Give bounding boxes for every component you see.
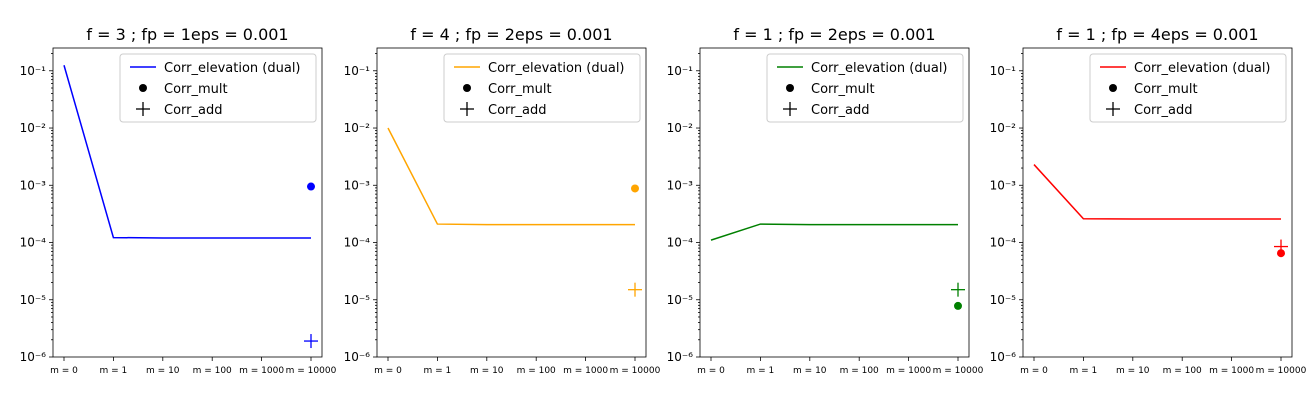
y-tick-label: 10⁻³	[344, 178, 371, 192]
y-tick-label: 10⁻⁴	[667, 236, 694, 250]
x-tick-label: m = 1000	[239, 366, 284, 376]
legend: Corr_elevation (dual) Corr_mult Corr_add	[766, 53, 964, 123]
x-tick-label: m = 100	[840, 366, 879, 376]
x-tick-label: m = 1	[1070, 366, 1098, 376]
y-tick-label: 10⁻³	[667, 178, 694, 192]
legend-label: Corr_elevation (dual)	[164, 61, 301, 76]
y-tick-label: 10⁻⁴	[344, 236, 371, 250]
series-line-corr-elevation	[387, 127, 635, 226]
y-tick-label: 10⁻²	[667, 121, 694, 135]
y-tick-label: 10⁻⁵	[990, 293, 1017, 307]
legend-label: Corr_add	[1134, 103, 1192, 118]
y-tick-label: 10⁻⁶	[20, 350, 47, 364]
legend: Corr_elevation (dual) Corr_mult Corr_add	[119, 53, 317, 123]
legend-label: Corr_elevation (dual)	[1134, 61, 1271, 76]
legend-box	[766, 53, 964, 123]
legend-swatch-dot	[1109, 84, 1117, 92]
legend-label: Corr_add	[488, 103, 546, 118]
legend-label: Corr_mult	[164, 82, 228, 97]
chart-panel-3: f = 1 ; fp = 2eps = 0.001 10⁻⁶ 10⁻⁵ 10⁻⁴ 10⁻…	[667, 25, 984, 376]
point-corr-mult	[631, 184, 639, 193]
legend-label: Corr_add	[811, 103, 869, 118]
x-tick-label: m = 1000	[886, 366, 931, 376]
y-tick-label: 10⁻⁶	[344, 350, 371, 364]
y-tick-label: 10⁻⁶	[990, 350, 1017, 364]
chart-title: f = 1 ; fp = 4eps = 0.001	[1056, 25, 1258, 44]
x-tick-label: m = 1	[100, 366, 128, 376]
y-tick-label: 10⁻⁵	[344, 293, 371, 307]
point-corr-mult	[954, 301, 962, 310]
x-tick-label: m = 100	[1163, 366, 1202, 376]
point-corr-mult	[307, 182, 315, 191]
x-tick-label: m = 10000	[610, 366, 661, 376]
y-tick-label: 10⁻²	[990, 121, 1017, 135]
chart-panel-4: f = 1 ; fp = 4eps = 0.001 10⁻⁶ 10⁻⁵ 10⁻⁴ 10⁻…	[990, 25, 1307, 376]
legend-label: Corr_elevation (dual)	[811, 61, 948, 76]
x-tick-label: m = 1000	[563, 366, 608, 376]
chart-panel-2: f = 4 ; fp = 2eps = 0.001 10⁻⁶ 10⁻⁵ 10⁻⁴ 10⁻…	[344, 25, 661, 376]
y-tick-label: 10⁻¹	[667, 64, 694, 78]
y-tick-label: 10⁻¹	[344, 64, 371, 78]
series-line-corr-elevation	[63, 65, 311, 239]
x-tick-label: m = 0	[374, 366, 402, 376]
x-tick-label: m = 1	[424, 366, 452, 376]
x-tick-label: m = 10000	[1256, 366, 1307, 376]
legend-label: Corr_mult	[1134, 82, 1198, 97]
x-tick-label: m = 1000	[1209, 366, 1254, 376]
x-tick-label: m = 10	[470, 366, 504, 376]
point-corr-add	[951, 282, 965, 297]
series-line-corr-elevation	[1033, 164, 1281, 220]
legend-box	[1089, 53, 1287, 123]
legend: Corr_elevation (dual) Corr_mult Corr_add	[1089, 53, 1287, 123]
point-corr-add	[304, 334, 318, 349]
chart-title: f = 4 ; fp = 2eps = 0.001	[410, 25, 612, 44]
legend-label: Corr_mult	[488, 82, 552, 97]
x-tick-label: m = 0	[697, 366, 725, 376]
y-tick-label: 10⁻⁴	[20, 236, 47, 250]
y-tick-label: 10⁻⁴	[990, 236, 1017, 250]
x-tick-label: m = 1	[747, 366, 775, 376]
x-tick-label: m = 10	[146, 366, 180, 376]
chart-title: f = 3 ; fp = 1eps = 0.001	[86, 25, 288, 44]
chart-panel-1: f = 3 ; fp = 1eps = 0.001 10⁻⁶ 10⁻⁵ 10⁻⁴ 10⁻…	[20, 25, 337, 376]
x-tick-label: m = 10000	[933, 366, 984, 376]
x-tick-label: m = 10	[1116, 366, 1150, 376]
legend-swatch-dot	[786, 84, 794, 92]
legend-label: Corr_mult	[811, 82, 875, 97]
y-tick-label: 10⁻¹	[990, 64, 1017, 78]
x-tick-label: m = 100	[517, 366, 556, 376]
legend-swatch-dot	[139, 84, 147, 92]
point-corr-add	[1274, 239, 1288, 254]
x-tick-label: m = 10	[793, 366, 827, 376]
y-tick-label: 10⁻¹	[20, 64, 47, 78]
point-corr-add	[628, 282, 642, 297]
chart-title: f = 1 ; fp = 2eps = 0.001	[733, 25, 935, 44]
y-tick-label: 10⁻²	[20, 121, 47, 135]
y-tick-label: 10⁻⁶	[667, 350, 694, 364]
y-tick-label: 10⁻³	[990, 178, 1017, 192]
y-tick-label: 10⁻²	[344, 121, 371, 135]
legend-swatch-dot	[463, 84, 471, 92]
y-tick-label: 10⁻⁵	[20, 293, 47, 307]
y-tick-label: 10⁻⁵	[667, 293, 694, 307]
series-line-corr-elevation	[710, 223, 958, 241]
legend-label: Corr_elevation (dual)	[488, 61, 625, 76]
x-tick-label: m = 100	[193, 366, 232, 376]
legend: Corr_elevation (dual) Corr_mult Corr_add	[443, 53, 641, 123]
x-tick-label: m = 0	[1020, 366, 1048, 376]
legend-box	[119, 53, 317, 123]
legend-label: Corr_add	[164, 103, 222, 118]
x-tick-label: m = 0	[50, 366, 78, 376]
x-tick-label: m = 10000	[286, 366, 337, 376]
y-tick-label: 10⁻³	[20, 178, 47, 192]
legend-box	[443, 53, 641, 123]
